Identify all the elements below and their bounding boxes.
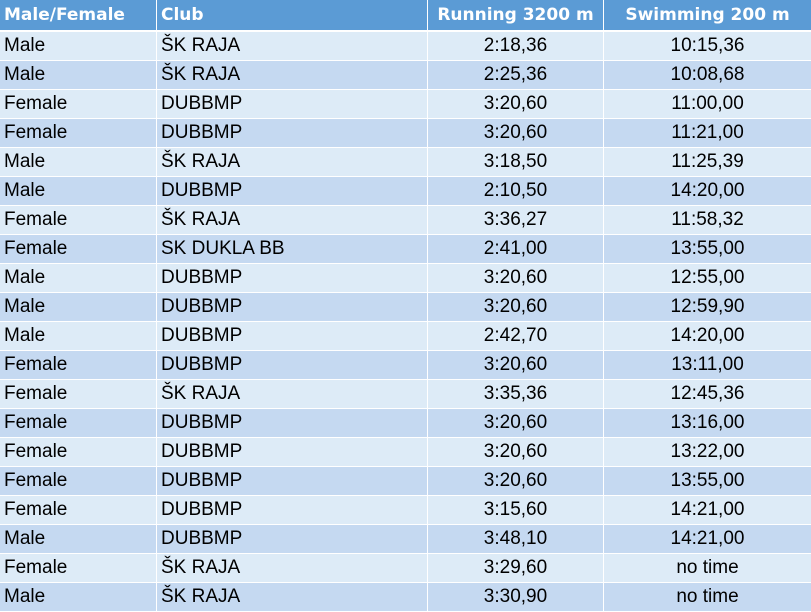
- table-cell: DUBBMP: [157, 322, 427, 350]
- table-cell: Male: [0, 148, 156, 176]
- table-cell: no time: [604, 583, 811, 611]
- table-cell: 3:48,10: [428, 525, 603, 553]
- table-cell: 2:25,36: [428, 61, 603, 89]
- table-cell: 14:20,00: [604, 322, 811, 350]
- table-cell: 2:18,36: [428, 32, 603, 60]
- table-cell: ŠK RAJA: [157, 61, 427, 89]
- table-cell: ŠK RAJA: [157, 206, 427, 234]
- table-cell: Female: [0, 496, 156, 524]
- table-cell: 13:22,00: [604, 438, 811, 466]
- table-cell: 11:58,32: [604, 206, 811, 234]
- table-cell: 3:20,60: [428, 90, 603, 118]
- table-cell: 14:20,00: [604, 177, 811, 205]
- header-cell: Club: [157, 0, 427, 30]
- table-cell: 3:15,60: [428, 496, 603, 524]
- table-cell: 13:16,00: [604, 409, 811, 437]
- table-cell: Female: [0, 409, 156, 437]
- table-cell: 3:35,36: [428, 380, 603, 408]
- table-cell: 2:10,50: [428, 177, 603, 205]
- table-cell: DUBBMP: [157, 177, 427, 205]
- table-cell: DUBBMP: [157, 496, 427, 524]
- header-cell: Running 3200 m: [428, 0, 603, 30]
- table-cell: Male: [0, 525, 156, 553]
- table-cell: 12:45,36: [604, 380, 811, 408]
- table-cell: Female: [0, 438, 156, 466]
- table-cell: 3:20,60: [428, 438, 603, 466]
- header-cell: Swimming 200 m: [604, 0, 811, 30]
- table-cell: Male: [0, 32, 156, 60]
- table-cell: Male: [0, 264, 156, 292]
- table-cell: Male: [0, 583, 156, 611]
- table-cell: DUBBMP: [157, 409, 427, 437]
- table-cell: Female: [0, 235, 156, 263]
- table-cell: 3:20,60: [428, 119, 603, 147]
- table-cell: 3:20,60: [428, 467, 603, 495]
- table-cell: 2:42,70: [428, 322, 603, 350]
- table-cell: 3:20,60: [428, 293, 603, 321]
- table-cell: DUBBMP: [157, 467, 427, 495]
- table-cell: ŠK RAJA: [157, 380, 427, 408]
- table-cell: 11:25,39: [604, 148, 811, 176]
- table-cell: 13:11,00: [604, 351, 811, 379]
- table-cell: Female: [0, 206, 156, 234]
- table-cell: Male: [0, 322, 156, 350]
- table-cell: Female: [0, 554, 156, 582]
- table-cell: 12:59,90: [604, 293, 811, 321]
- table-cell: ŠK RAJA: [157, 32, 427, 60]
- table-cell: 11:00,00: [604, 90, 811, 118]
- table-cell: 3:20,60: [428, 264, 603, 292]
- table-cell: Female: [0, 380, 156, 408]
- table-cell: Female: [0, 90, 156, 118]
- table-cell: 13:55,00: [604, 467, 811, 495]
- table-cell: Female: [0, 467, 156, 495]
- table-cell: ŠK RAJA: [157, 583, 427, 611]
- table-cell: 10:08,68: [604, 61, 811, 89]
- table-cell: DUBBMP: [157, 264, 427, 292]
- table-cell: 10:15,36: [604, 32, 811, 60]
- table-cell: SK DUKLA BB: [157, 235, 427, 263]
- table-cell: 3:18,50: [428, 148, 603, 176]
- table-cell: 14:21,00: [604, 525, 811, 553]
- header-cell: Male/Female: [0, 0, 156, 30]
- table-cell: ŠK RAJA: [157, 554, 427, 582]
- table-cell: 3:20,60: [428, 351, 603, 379]
- table-cell: 3:29,60: [428, 554, 603, 582]
- table-cell: 11:21,00: [604, 119, 811, 147]
- table-cell: DUBBMP: [157, 119, 427, 147]
- table-cell: DUBBMP: [157, 351, 427, 379]
- table-cell: ŠK RAJA: [157, 148, 427, 176]
- table-cell: DUBBMP: [157, 90, 427, 118]
- table-cell: DUBBMP: [157, 525, 427, 553]
- table-cell: 12:55,00: [604, 264, 811, 292]
- table-cell: no time: [604, 554, 811, 582]
- table-cell: Male: [0, 61, 156, 89]
- table-cell: 14:21,00: [604, 496, 811, 524]
- table-cell: 3:30,90: [428, 583, 603, 611]
- table-cell: 3:20,60: [428, 409, 603, 437]
- table-cell: 2:41,00: [428, 235, 603, 263]
- table-cell: Male: [0, 177, 156, 205]
- table-cell: Female: [0, 351, 156, 379]
- table-cell: Male: [0, 293, 156, 321]
- table-cell: Female: [0, 119, 156, 147]
- table-cell: 13:55,00: [604, 235, 811, 263]
- table-cell: DUBBMP: [157, 293, 427, 321]
- table-cell: 3:36,27: [428, 206, 603, 234]
- table-cell: DUBBMP: [157, 438, 427, 466]
